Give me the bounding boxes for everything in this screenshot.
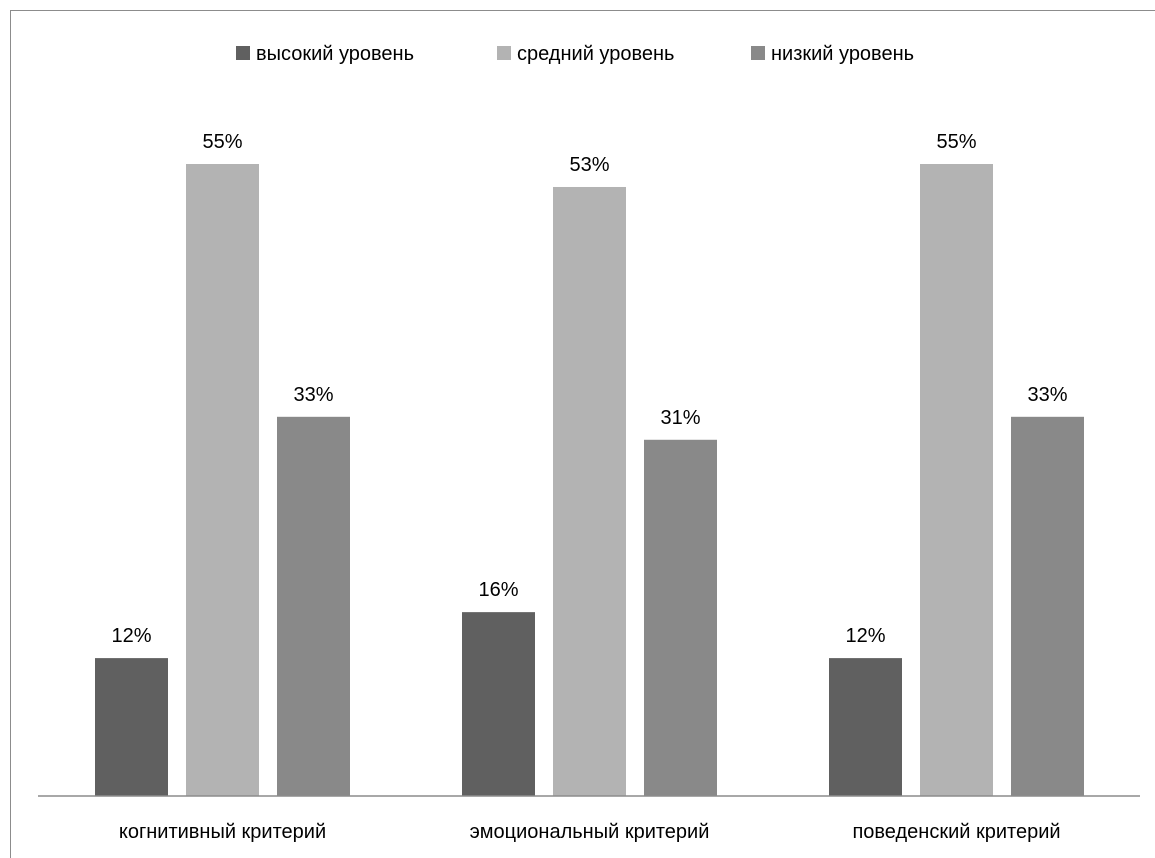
value-labels: 12% 55% 33% 16% 53% 31% 12% 55% 33% [111, 131, 1067, 647]
category-label-3: поведенский критерий [852, 821, 1060, 843]
bar-3-1 [829, 658, 902, 796]
data-label-3-1: 12% [845, 625, 885, 647]
bar-3-2 [920, 164, 993, 796]
legend-swatch-2 [497, 46, 511, 60]
data-label-1-2: 55% [202, 131, 242, 153]
bars [95, 164, 1084, 796]
data-label-2-1: 16% [478, 579, 518, 601]
data-label-3-3: 33% [1027, 384, 1067, 406]
legend-swatch-1 [236, 46, 250, 60]
data-label-1-1: 12% [111, 625, 151, 647]
category-labels: когнитивный критерий эмоциональный критер… [119, 821, 1061, 843]
bar-2-2 [553, 186, 626, 796]
data-label-2-2: 53% [569, 154, 609, 176]
category-label-1: когнитивный критерий [119, 821, 326, 843]
category-label-2: эмоциональный критерий [470, 821, 710, 843]
bar-2-3 [644, 439, 717, 796]
legend-label-1: высокий уровень [256, 43, 414, 65]
legend-swatch-3 [751, 46, 765, 60]
bar-1-2 [186, 164, 259, 796]
bar-1-3 [277, 416, 350, 796]
bar-1-1 [95, 658, 168, 796]
data-label-1-3: 33% [293, 384, 333, 406]
bar-3-3 [1011, 416, 1084, 796]
legend-label-2: средний уровень [517, 43, 674, 65]
data-label-2-3: 31% [660, 407, 700, 429]
legend: высокий уровень средний уровень низкий уро… [236, 43, 914, 65]
legend-label-3: низкий уровень [771, 43, 914, 65]
bar-2-1 [462, 612, 535, 796]
data-label-3-2: 55% [936, 131, 976, 153]
